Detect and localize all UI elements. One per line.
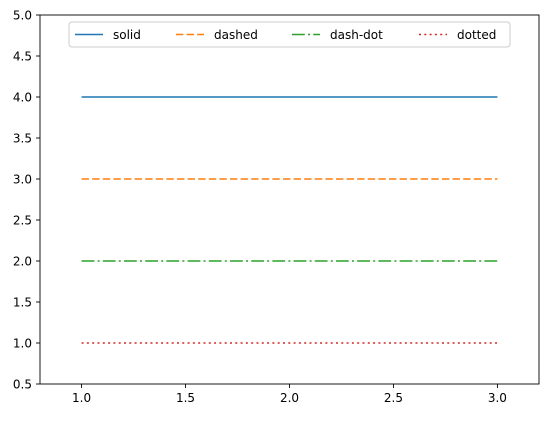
y-tick-label: 0.5 (13, 377, 32, 391)
legend-item-dash-dot: dash-dot (292, 28, 383, 42)
y-tick-label: 2.0 (13, 254, 32, 268)
y-tick-label: 4.0 (13, 90, 32, 104)
legend: solid dashed dash-dot dotted (68, 21, 511, 48)
axes-layer: 1.0 1.5 2.0 2.5 3.0 0.5 1.0 1.5 2.0 2.5 3.0 3.5 4.0 4… (13, 8, 540, 405)
x-tick-label: 3.0 (488, 391, 507, 405)
y-tick-label: 1.5 (13, 295, 32, 309)
legend-label: dash-dot (330, 28, 383, 42)
x-tick-label: 1.5 (176, 391, 195, 405)
plot-frame (39, 14, 540, 385)
x-tick-label: 2.5 (384, 391, 403, 405)
x-tick-label: 1.0 (72, 391, 91, 405)
y-tick-label: 5.0 (13, 8, 32, 22)
y-tick-label: 3.0 (13, 172, 32, 186)
y-tick-label: 4.5 (13, 49, 32, 63)
series-layer (81, 96, 498, 344)
legend-label: solid (113, 28, 141, 42)
x-tick-label: 2.0 (280, 391, 299, 405)
y-tick-label: 3.5 (13, 131, 32, 145)
legend-label: dotted (457, 28, 496, 42)
legend-item-solid: solid (75, 28, 141, 42)
legend-box (68, 21, 511, 48)
legend-label: dashed (214, 28, 258, 42)
y-tick-label: 2.5 (13, 213, 32, 227)
legend-item-dotted: dotted (419, 28, 496, 42)
y-tick-label: 1.0 (13, 336, 32, 350)
legend-item-dashed: dashed (176, 28, 258, 42)
